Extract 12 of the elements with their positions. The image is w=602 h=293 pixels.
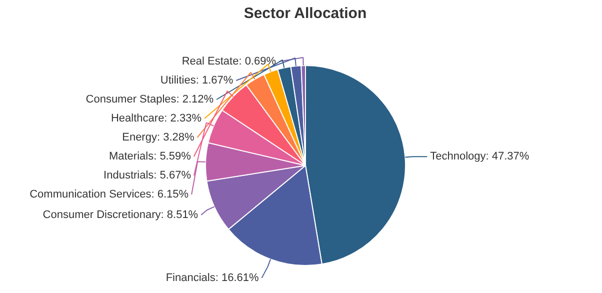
slice-label: Real Estate: 0.69% xyxy=(182,56,276,68)
slice-label: Consumer Staples: 2.12% xyxy=(86,94,214,106)
slice-label: Utilities: 1.67% xyxy=(160,74,234,86)
chart-title: Sector Allocation xyxy=(244,5,367,22)
slice-label: Materials: 5.59% xyxy=(108,150,192,162)
slice-label: Consumer Discretionary: 8.51% xyxy=(42,208,198,221)
slice-label: Technology: 47.37% xyxy=(430,150,530,163)
slice-label: Communication Services: 6.15% xyxy=(30,188,189,200)
slice-label: Energy: 3.28% xyxy=(122,132,194,144)
slice-label: Industrials: 5.67% xyxy=(104,170,192,182)
slice-label: Healthcare: 2.33% xyxy=(110,112,202,124)
slice-label: Financials: 16.61% xyxy=(166,272,259,284)
